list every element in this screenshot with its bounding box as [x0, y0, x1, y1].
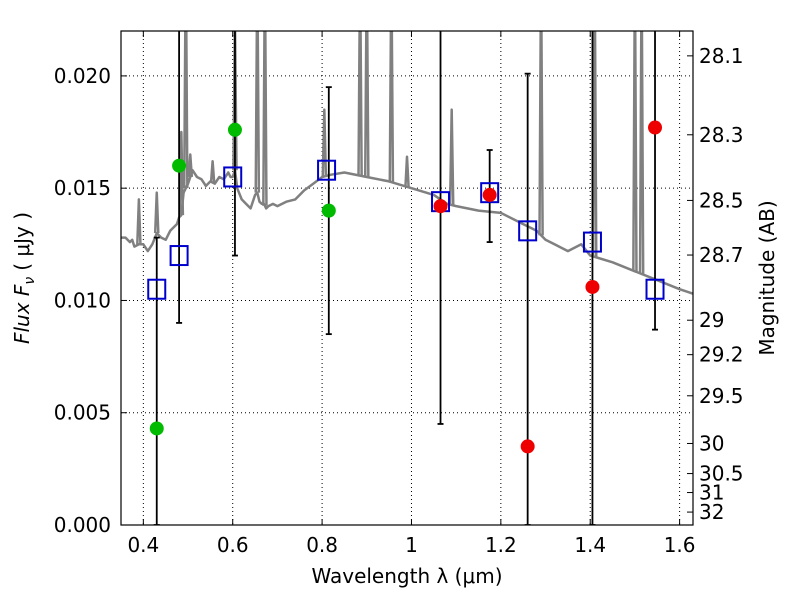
y2-tick-label: 30 — [699, 431, 724, 455]
observed-flux-point — [482, 187, 497, 202]
model-emission-line — [388, 31, 395, 183]
model-emission-line — [178, 130, 185, 216]
model-photometry-point — [169, 245, 189, 267]
model-emission-line — [363, 31, 370, 177]
y-tick-label: 0.010 — [54, 288, 111, 312]
observed-flux-point — [520, 439, 535, 454]
y2-tick-label: 28.1 — [699, 44, 744, 68]
y-tick-label: 0.000 — [54, 513, 111, 537]
model-photometry-point — [480, 182, 500, 204]
y-tick-label: 0.015 — [54, 176, 111, 200]
x-tick-label: 1.6 — [664, 533, 696, 557]
model-photometry-point — [645, 278, 665, 300]
y2-tick-label: 28.5 — [699, 188, 744, 212]
x-tick-label: 0.8 — [306, 533, 338, 557]
model-photometry-point — [147, 278, 167, 300]
plot-area — [121, 31, 693, 525]
model-emission-line — [404, 155, 410, 187]
y2-axis-label: Magnitude (AB) — [755, 200, 779, 355]
y2-tick-label: 30.5 — [699, 462, 744, 486]
observed-flux-point — [648, 120, 663, 135]
x-tick-label: 0.6 — [217, 533, 249, 557]
model-photometry-point — [223, 166, 243, 188]
model-emission-line — [136, 198, 142, 245]
model-emission-line — [632, 31, 638, 272]
observed-flux-point — [227, 122, 242, 137]
axis-ticks: 0.4 0.6 0.8 1 1.2 1.4 1.6 0.000 0.005 0.010 0.015 0… — [54, 31, 744, 557]
y-axis-label-unit: ( μJy ) — [10, 212, 34, 271]
model-photometry-point — [518, 220, 538, 242]
x-tick-label: 1.4 — [574, 533, 606, 557]
x-axis-label: Wavelength λ (μm) — [311, 564, 502, 588]
observed-flux-point — [433, 199, 448, 214]
x-tick-label: 1 — [405, 533, 418, 557]
observed-flux-point — [149, 421, 164, 436]
observed-flux-point — [172, 158, 187, 173]
model-emission-line — [187, 153, 194, 178]
model-emission-line — [448, 108, 455, 206]
model-spectrum-line — [121, 168, 693, 295]
model-emission-line — [262, 31, 268, 206]
model-emission-line — [321, 108, 328, 177]
model-emission-line — [153, 191, 160, 234]
model-photometry-point — [317, 159, 337, 181]
y2-tick-label: 28.7 — [699, 243, 744, 267]
model-photometry-point — [582, 231, 602, 253]
model-emission-line — [209, 159, 216, 183]
plot-frame — [120, 30, 694, 526]
y-axis-label: Flux Fν ( μJy ) — [10, 212, 38, 344]
y-tick-label: 0.005 — [54, 401, 111, 425]
y2-tick-label: 29 — [699, 308, 724, 332]
x-tick-label: 1.2 — [485, 533, 517, 557]
model-emission-line — [538, 31, 544, 236]
y-tick-label: 0.020 — [54, 64, 111, 88]
y2-tick-label: 29.2 — [699, 343, 744, 367]
y-axis-label-main: Flux F — [10, 284, 34, 344]
observed-flux-point — [585, 279, 600, 294]
y2-tick-label: 32 — [699, 500, 724, 524]
model-emission-line — [254, 31, 261, 193]
y-axis-label-sub: ν — [22, 277, 38, 285]
x-tick-label: 0.4 — [127, 533, 159, 557]
model-emission-line — [182, 31, 189, 189]
model-emission-line — [232, 31, 238, 171]
y2-tick-label: 29.5 — [699, 384, 744, 408]
model-emission-line — [638, 31, 645, 274]
y2-tick-label: 31 — [699, 481, 724, 505]
y2-tick-label: 28.3 — [699, 123, 744, 147]
observed-flux-point — [321, 203, 336, 218]
model-emission-line — [591, 31, 598, 257]
model-emission-line — [357, 31, 363, 176]
